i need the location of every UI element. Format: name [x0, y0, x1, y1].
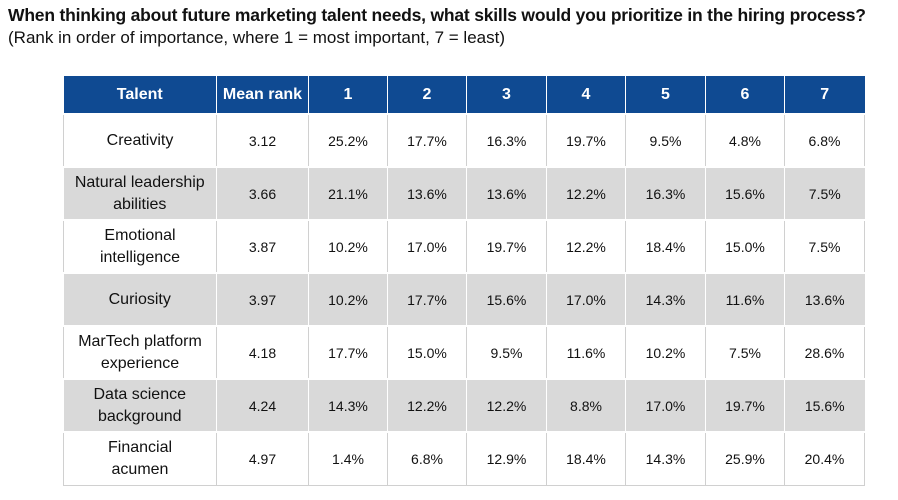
mean-rank-cell: 3.66 — [216, 166, 309, 220]
rank-6-cell: 15.0% — [705, 219, 785, 273]
rank-4-cell: 12.2% — [546, 166, 626, 220]
rank-3-cell: 12.2% — [466, 378, 547, 432]
header-mean-rank: Mean rank — [216, 76, 309, 114]
rank-1-cell: 21.1% — [308, 166, 388, 220]
rank-2-cell: 12.2% — [387, 378, 467, 432]
rank-6-cell: 4.8% — [705, 113, 785, 167]
table-row: Natural leadership abilities 3.66 21.1% 1… — [63, 166, 865, 220]
mean-rank-cell: 4.97 — [216, 431, 309, 486]
table-row: Financial acumen 4.97 1.4% 6.8% 12.9% 18.… — [63, 431, 865, 486]
table-row: Creativity 3.12 25.2% 17.7% 16.3% 19.7% … — [63, 113, 865, 167]
talent-label-line-2: acumen — [111, 460, 169, 478]
talent-cell: Financial acumen — [63, 431, 217, 486]
talent-cell: Natural leadership abilities — [63, 166, 217, 220]
rank-2-cell: 17.7% — [387, 113, 467, 167]
rank-3-cell: 19.7% — [466, 219, 547, 273]
rank-7-cell: 13.6% — [784, 272, 865, 326]
talent-label-line-2: abilities — [113, 195, 167, 213]
rank-1-cell: 1.4% — [308, 431, 388, 486]
rank-5-cell: 16.3% — [625, 166, 706, 220]
rank-5-cell: 10.2% — [625, 325, 706, 379]
rank-3-cell: 13.6% — [466, 166, 547, 220]
table-row: Data science background 4.24 14.3% 12.2% … — [63, 378, 865, 432]
talent-cell: Creativity — [63, 113, 217, 167]
table-header-row: Talent Mean rank 1 2 3 4 5 6 7 — [63, 76, 865, 114]
rank-1-cell: 10.2% — [308, 272, 388, 326]
mean-rank-cell: 3.87 — [216, 219, 309, 273]
rank-4-cell: 19.7% — [546, 113, 626, 167]
talent-label-line-1: MarTech platform — [78, 332, 202, 350]
rank-5-cell: 14.3% — [625, 272, 706, 326]
rank-5-cell: 9.5% — [625, 113, 706, 167]
table-row: Curiosity 3.97 10.2% 17.7% 15.6% 17.0% 1… — [63, 272, 865, 326]
rank-7-cell: 7.5% — [784, 166, 865, 220]
header-rank-7: 7 — [784, 76, 865, 114]
rank-6-cell: 19.7% — [705, 378, 785, 432]
talent-label-line-2: background — [97, 407, 182, 425]
header-rank-1: 1 — [308, 76, 388, 114]
rank-7-cell: 28.6% — [784, 325, 865, 379]
talent-label-line-2: experience — [100, 354, 180, 372]
rank-3-cell: 9.5% — [466, 325, 547, 379]
rank-5-cell: 17.0% — [625, 378, 706, 432]
rank-6-cell: 11.6% — [705, 272, 785, 326]
rank-4-cell: 8.8% — [546, 378, 626, 432]
talent-label-line-2: intelligence — [99, 248, 181, 266]
survey-question: When thinking about future marketing tal… — [8, 5, 866, 25]
rank-2-cell: 17.7% — [387, 272, 467, 326]
rank-4-cell: 18.4% — [546, 431, 626, 486]
rank-7-cell: 15.6% — [784, 378, 865, 432]
talent-cell: Data science background — [63, 378, 217, 432]
ranking-instruction: (Rank in order of importance, where 1 = … — [8, 28, 506, 47]
header-rank-5: 5 — [625, 76, 706, 114]
talent-label: Curiosity — [108, 290, 171, 308]
mean-rank-cell: 4.18 — [216, 325, 309, 379]
header-rank-6: 6 — [705, 76, 785, 114]
mean-rank-cell: 3.97 — [216, 272, 309, 326]
rank-4-cell: 17.0% — [546, 272, 626, 326]
rank-2-cell: 6.8% — [387, 431, 467, 486]
rank-1-cell: 25.2% — [308, 113, 388, 167]
rank-7-cell: 20.4% — [784, 431, 865, 486]
talent-label-line-1: Data science — [93, 385, 187, 403]
rank-5-cell: 18.4% — [625, 219, 706, 273]
header-rank-2: 2 — [387, 76, 467, 114]
mean-rank-cell: 4.24 — [216, 378, 309, 432]
rank-6-cell: 15.6% — [705, 166, 785, 220]
rank-1-cell: 17.7% — [308, 325, 388, 379]
talent-cell: MarTech platform experience — [63, 325, 217, 379]
header-rank-3: 3 — [466, 76, 547, 114]
rank-3-cell: 15.6% — [466, 272, 547, 326]
rank-1-cell: 10.2% — [308, 219, 388, 273]
rank-3-cell: 16.3% — [466, 113, 547, 167]
rank-7-cell: 6.8% — [784, 113, 865, 167]
talent-label-line-1: Natural leadership — [74, 173, 205, 191]
rank-4-cell: 12.2% — [546, 219, 626, 273]
rank-2-cell: 15.0% — [387, 325, 467, 379]
rank-6-cell: 7.5% — [705, 325, 785, 379]
rank-1-cell: 14.3% — [308, 378, 388, 432]
rank-3-cell: 12.9% — [466, 431, 547, 486]
talent-cell: Emotional intelligence — [63, 219, 217, 273]
rank-4-cell: 11.6% — [546, 325, 626, 379]
talent-label-line-1: Financial — [107, 438, 173, 456]
talent-cell: Curiosity — [63, 272, 217, 326]
rank-7-cell: 7.5% — [784, 219, 865, 273]
header-talent: Talent — [63, 76, 217, 114]
table-row: MarTech platform experience 4.18 17.7% 15… — [63, 325, 865, 379]
mean-rank-cell: 3.12 — [216, 113, 309, 167]
rank-6-cell: 25.9% — [705, 431, 785, 486]
table-row: Emotional intelligence 3.87 10.2% 17.0% 1… — [63, 219, 865, 273]
rank-2-cell: 17.0% — [387, 219, 467, 273]
ranking-table: Talent Mean rank 1 2 3 4 5 6 7 Creativit… — [63, 76, 865, 486]
talent-label: Creativity — [106, 131, 174, 149]
header-rank-4: 4 — [546, 76, 626, 114]
talent-label-line-1: Emotional — [104, 226, 176, 244]
rank-2-cell: 13.6% — [387, 166, 467, 220]
rank-5-cell: 14.3% — [625, 431, 706, 486]
